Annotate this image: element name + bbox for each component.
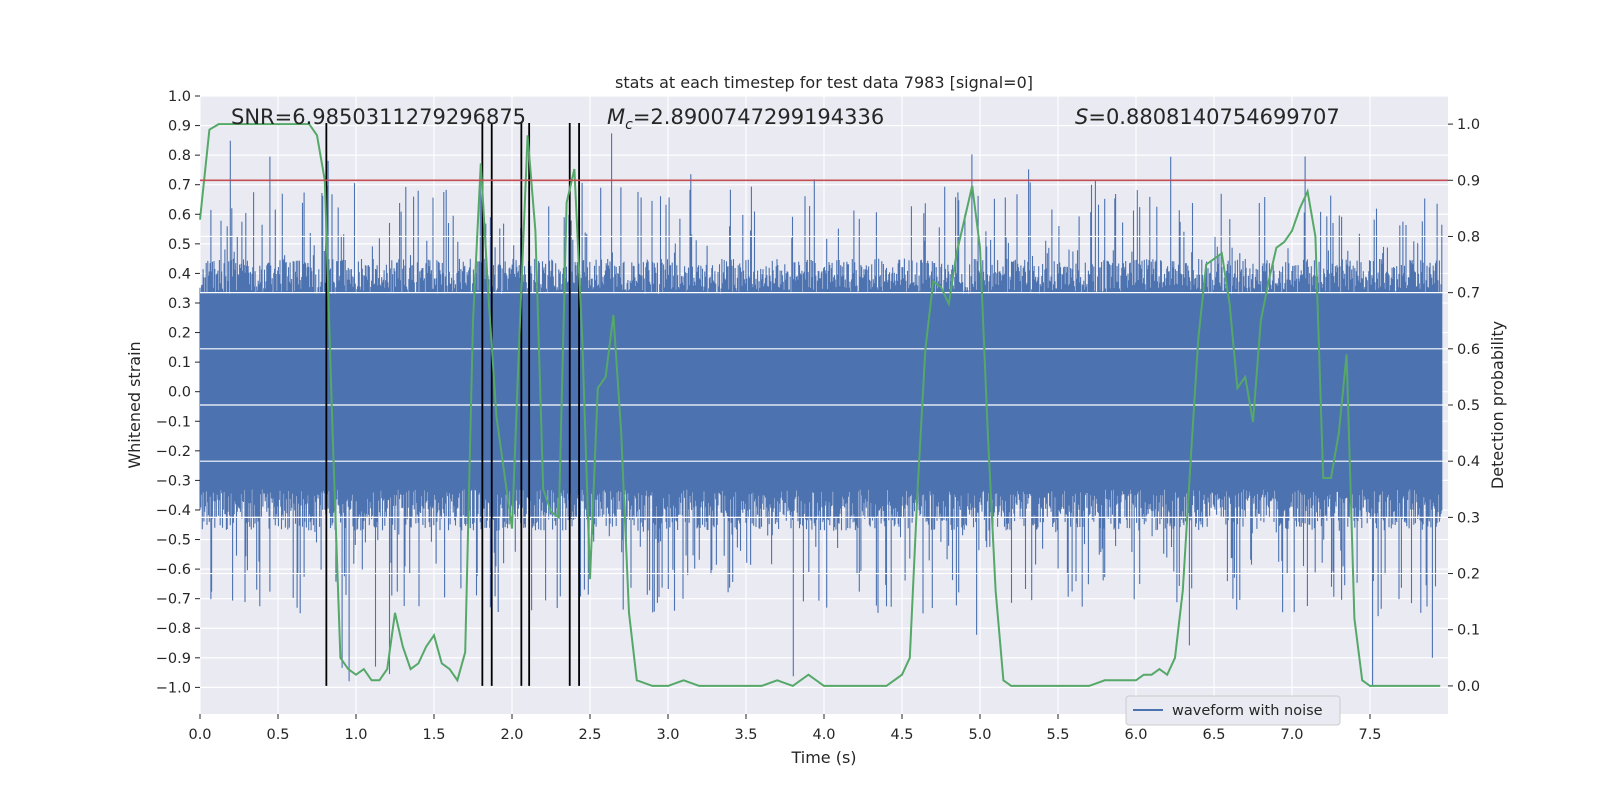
snr-annotation: SNR=6.9850311279296875	[231, 105, 526, 129]
y-right-tick-label: 1.0	[1457, 117, 1480, 133]
y-left-tick-label: −0.3	[156, 473, 191, 489]
chirp-mass-value: =2.8900747299194336	[633, 105, 884, 129]
y-right-tick-label: 0.1	[1457, 623, 1480, 639]
s-annotation: S=0.8808140754699707	[1075, 105, 1340, 129]
y-left-tick-label: 0.3	[168, 296, 191, 312]
legend-label: waveform with noise	[1172, 703, 1323, 719]
x-tick-label: 0.0	[188, 727, 211, 743]
x-tick-label: 6.5	[1202, 727, 1225, 743]
y-left-tick-label: −1.0	[156, 680, 191, 696]
y-left-tick-label: −0.4	[156, 503, 191, 519]
right-axis-gridlines	[200, 235, 1448, 575]
legend-box	[1125, 695, 1341, 726]
probability-series	[199, 123, 1441, 688]
x-tick-label: 4.0	[812, 727, 835, 743]
y-left-tick-label: 0.0	[168, 385, 191, 401]
x-tick-label: 1.0	[344, 727, 367, 743]
y-right-tick-label: 0.8	[1457, 229, 1480, 245]
y-axis-left-label: Whitened strain	[125, 341, 144, 468]
y-axis-right-label: Detection probability	[1488, 321, 1507, 489]
y-left-tick-label: 0.6	[168, 207, 191, 223]
y-left-tick-label: 0.1	[168, 355, 191, 371]
y-right-tick-label: 0.3	[1457, 510, 1480, 526]
s-symbol: S	[1075, 105, 1088, 129]
x-tick-label: 5.5	[1046, 727, 1069, 743]
x-tick-label: 5.0	[968, 727, 991, 743]
y-right-ticks: 1.0 0.9 0.8 0.7 0.6 0.5 0.4 0.3 0.2 0.1 0.0	[1448, 117, 1480, 695]
y-left-tick-label: −0.7	[156, 592, 191, 608]
vertical-markers	[325, 123, 580, 686]
chirp-mass-symbol: M	[607, 105, 625, 129]
s-value: =0.8808140754699707	[1088, 105, 1339, 129]
y-right-tick-label: 0.7	[1457, 286, 1480, 302]
waveform-series	[199, 133, 1443, 685]
y-left-tick-label: −0.6	[156, 562, 191, 578]
x-tick-label: 2.5	[578, 727, 601, 743]
chirp-mass-annotation: Mc=2.8900747299194336	[607, 105, 884, 133]
y-right-tick-label: 0.5	[1457, 398, 1480, 414]
y-left-tick-label: −0.1	[156, 414, 191, 430]
x-tick-label: 7.0	[1280, 727, 1303, 743]
x-tick-label: 0.5	[266, 727, 289, 743]
x-tick-label: 6.0	[1124, 727, 1147, 743]
x-tick-label: 7.5	[1358, 727, 1381, 743]
chart-title: stats at each timestep for test data 798…	[615, 73, 1033, 92]
y-left-tick-label: −0.5	[156, 533, 191, 549]
x-ticks: 0.0 0.5 1.0 1.5 2.0 2.5 3.0 3.5 4.0 4.5 5.0 5.5 6.0 6…	[188, 714, 1382, 743]
y-left-tick-label: −0.8	[156, 621, 191, 637]
x-tick-label: 2.0	[500, 727, 523, 743]
y-left-tick-label: −0.9	[156, 651, 191, 667]
y-left-tick-label: 0.8	[168, 148, 191, 164]
waveform-core	[200, 294, 1442, 490]
y-right-tick-label: 0.6	[1457, 342, 1480, 358]
x-tick-label: 1.5	[422, 727, 445, 743]
y-left-tick-label: 1.0	[168, 89, 191, 105]
y-left-tick-label: 0.5	[168, 237, 191, 253]
x-axis-label: Time (s)	[790, 748, 856, 767]
y-right-tick-label: 0.0	[1457, 679, 1480, 695]
y-left-tick-label: 0.2	[168, 326, 191, 342]
y-left-tick-label: 0.7	[168, 178, 191, 194]
y-left-tick-label: 0.4	[168, 266, 191, 282]
x-tick-label: 3.5	[734, 727, 757, 743]
y-right-tick-label: 0.9	[1457, 173, 1480, 189]
y-right-tick-label: 0.2	[1457, 567, 1480, 583]
y-left-tick-label: 0.9	[168, 119, 191, 135]
probability-line	[199, 123, 1441, 688]
y-right-tick-label: 0.4	[1457, 454, 1480, 470]
y-left-ticks: 1.0 0.9 0.8 0.7 0.6 0.5 0.4 0.3 0.2 0.1 0.0 −0.1 −0.…	[156, 89, 200, 696]
chirp-mass-subscript: c	[625, 117, 633, 133]
y-left-tick-label: −0.2	[156, 444, 191, 460]
legend: waveform with noise	[1125, 695, 1341, 726]
x-tick-label: 4.5	[890, 727, 913, 743]
x-tick-label: 3.0	[656, 727, 679, 743]
